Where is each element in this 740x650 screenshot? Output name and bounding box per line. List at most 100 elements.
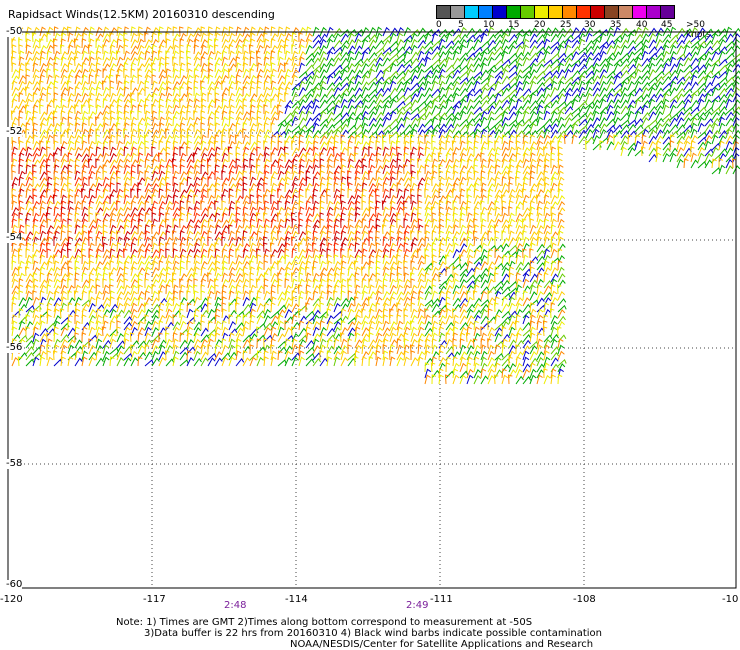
wind-barb — [557, 75, 566, 85]
wind-barb — [25, 305, 35, 313]
wind-barb — [452, 177, 461, 187]
wind-barb — [130, 87, 139, 97]
wind-barb — [242, 224, 251, 235]
wind-barb — [186, 302, 192, 313]
wind-barb — [508, 182, 513, 193]
wind-barb — [424, 308, 429, 319]
wind-barb — [144, 158, 150, 169]
wind-barb — [557, 350, 565, 361]
wind-barb — [46, 74, 53, 85]
wind-barb — [319, 38, 327, 49]
wind-barb — [25, 290, 33, 301]
wind-barb — [354, 308, 362, 319]
wind-barb — [368, 272, 376, 283]
wind-barb — [725, 107, 735, 115]
wind-barb — [424, 93, 433, 103]
wind-barb — [291, 182, 298, 193]
wind-barb — [697, 27, 706, 37]
wind-barb — [263, 146, 270, 157]
wind-barb — [277, 266, 285, 277]
wind-barb — [249, 206, 257, 217]
wind-barb — [235, 344, 241, 355]
wind-barb — [487, 147, 496, 157]
wind-barb — [60, 134, 65, 145]
wind-barb — [235, 218, 242, 229]
wind-barb — [193, 170, 201, 181]
wind-barb — [67, 339, 76, 349]
wind-barb — [53, 249, 62, 259]
wind-barb — [347, 254, 354, 265]
wind-barb — [228, 188, 234, 199]
wind-barb — [529, 206, 536, 217]
wind-barb — [592, 128, 600, 139]
wind-barb — [81, 230, 88, 241]
wind-barb — [130, 116, 138, 127]
wind-barb — [501, 140, 509, 151]
wind-barb — [270, 146, 278, 157]
wind-barb — [620, 32, 629, 43]
wind-barb — [417, 57, 426, 67]
wind-barb — [200, 26, 206, 37]
wind-barb — [179, 32, 187, 43]
wind-barb — [207, 267, 216, 277]
wind-barb — [333, 125, 343, 133]
wind-barb — [522, 207, 531, 217]
wind-barb — [53, 158, 60, 169]
wind-barb — [123, 194, 130, 205]
wind-barb — [508, 71, 518, 79]
wind-barb — [102, 242, 108, 253]
wind-barb — [242, 164, 249, 175]
wind-barb — [648, 98, 656, 109]
wind-barb — [102, 159, 111, 169]
wind-barb — [95, 296, 101, 307]
wind-barb — [291, 224, 299, 235]
wind-barb — [403, 356, 410, 367]
wind-barb — [522, 345, 531, 355]
wind-barb — [221, 182, 228, 193]
wind-barb — [354, 326, 361, 337]
wind-barb — [556, 326, 562, 337]
wind-barb — [130, 296, 138, 307]
wind-barb — [578, 86, 586, 97]
wind-barb — [305, 140, 313, 151]
wind-barb — [25, 140, 31, 151]
wind-barb — [116, 296, 123, 307]
wind-barb — [459, 291, 468, 301]
wind-barb — [655, 32, 663, 43]
wind-barb — [172, 218, 178, 229]
wind-barb — [151, 183, 160, 193]
wind-barb — [109, 290, 115, 301]
wind-barb — [179, 74, 188, 85]
wind-barb — [536, 87, 545, 97]
wind-barb — [144, 314, 149, 324]
wind-barb — [599, 41, 609, 49]
wind-barb — [249, 266, 255, 277]
wind-barb — [221, 32, 229, 43]
wind-barb — [137, 74, 143, 85]
wind-barb — [494, 39, 503, 49]
wind-barb — [137, 87, 146, 97]
wind-barb — [305, 302, 310, 313]
wind-barb — [81, 140, 88, 151]
wind-barb — [207, 74, 214, 85]
wind-barb — [144, 164, 152, 175]
wind-barb — [361, 141, 370, 151]
wind-barb — [186, 146, 191, 157]
wind-barb — [53, 260, 60, 271]
wind-barb — [662, 92, 670, 103]
wind-barb — [389, 326, 397, 337]
wind-barb — [88, 50, 95, 61]
wind-barb — [263, 356, 269, 367]
wind-barb — [39, 111, 48, 121]
wind-barb — [284, 254, 290, 265]
wind-barb — [375, 356, 382, 367]
wind-barb — [641, 112, 651, 121]
wind-barb — [242, 92, 250, 103]
wind-barb — [494, 236, 499, 247]
wind-barb — [88, 164, 96, 175]
wind-barb — [39, 122, 46, 133]
wind-barb — [522, 152, 529, 163]
wind-barb — [284, 122, 292, 133]
wind-barb — [368, 51, 378, 61]
wind-barb — [361, 182, 368, 193]
